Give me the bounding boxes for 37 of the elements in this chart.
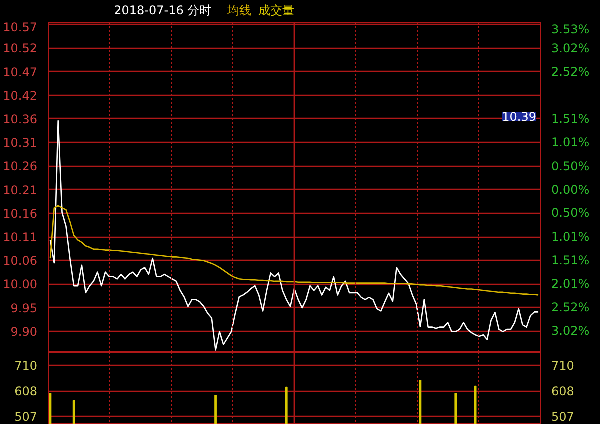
y-tick-label: 10.00 — [3, 278, 38, 292]
y-tick-label: 9.90 — [10, 324, 38, 339]
annotation: 10.39 — [502, 110, 537, 124]
text: 均线 — [226, 4, 252, 18]
y2-tick-label: 2.52% — [552, 300, 590, 315]
y-tick-label: 10.42 — [3, 88, 38, 103]
y-tick-label: 10.26 — [3, 160, 38, 174]
y-tick-label: 608 — [14, 384, 38, 399]
y-tick-label: 507 — [14, 410, 38, 424]
y-tick-label: 10.21 — [3, 183, 38, 198]
y-tick-label: 10.16 — [3, 206, 38, 221]
y-tick-label: 710 — [14, 358, 38, 373]
y2-tick-label: 2.52% — [552, 64, 590, 79]
y-tick-label: 10.47 — [3, 65, 38, 80]
y-tick-label: 10.36 — [3, 112, 38, 126]
y-tick-label: 10.52 — [3, 42, 38, 56]
y-tick-label: 10.06 — [3, 254, 38, 268]
y-tick-label: 10.57 — [3, 20, 38, 34]
y2-tick-label: 3.53% — [552, 22, 590, 36]
y2-tick-label: 507 — [552, 410, 574, 424]
y2-tick-label: 1.51% — [552, 253, 590, 268]
text: 成交量 — [258, 4, 294, 18]
y2-tick-label: 1.01% — [552, 136, 590, 150]
y-tick-label: 10.11 — [3, 230, 38, 244]
y2-tick-label: 0.50% — [552, 159, 590, 174]
y2-tick-label: 710 — [552, 358, 574, 373]
y2-tick-label: 1.51% — [552, 112, 590, 126]
y-tick-label: 10.31 — [3, 136, 38, 150]
y2-tick-label: 2.01% — [552, 276, 590, 291]
y2-tick-label: 3.02% — [552, 324, 590, 338]
y2-tick-label: 0.00% — [552, 182, 590, 197]
y2-tick-label: 608 — [552, 384, 574, 399]
y-tick-label: 9.95 — [10, 301, 38, 316]
y2-tick-label: 0.50% — [552, 206, 590, 220]
chart-title: 2018-07-16 分时 — [114, 4, 212, 18]
y2-tick-label: 3.02% — [552, 41, 590, 56]
y2-tick-label: 1.01% — [552, 230, 590, 244]
